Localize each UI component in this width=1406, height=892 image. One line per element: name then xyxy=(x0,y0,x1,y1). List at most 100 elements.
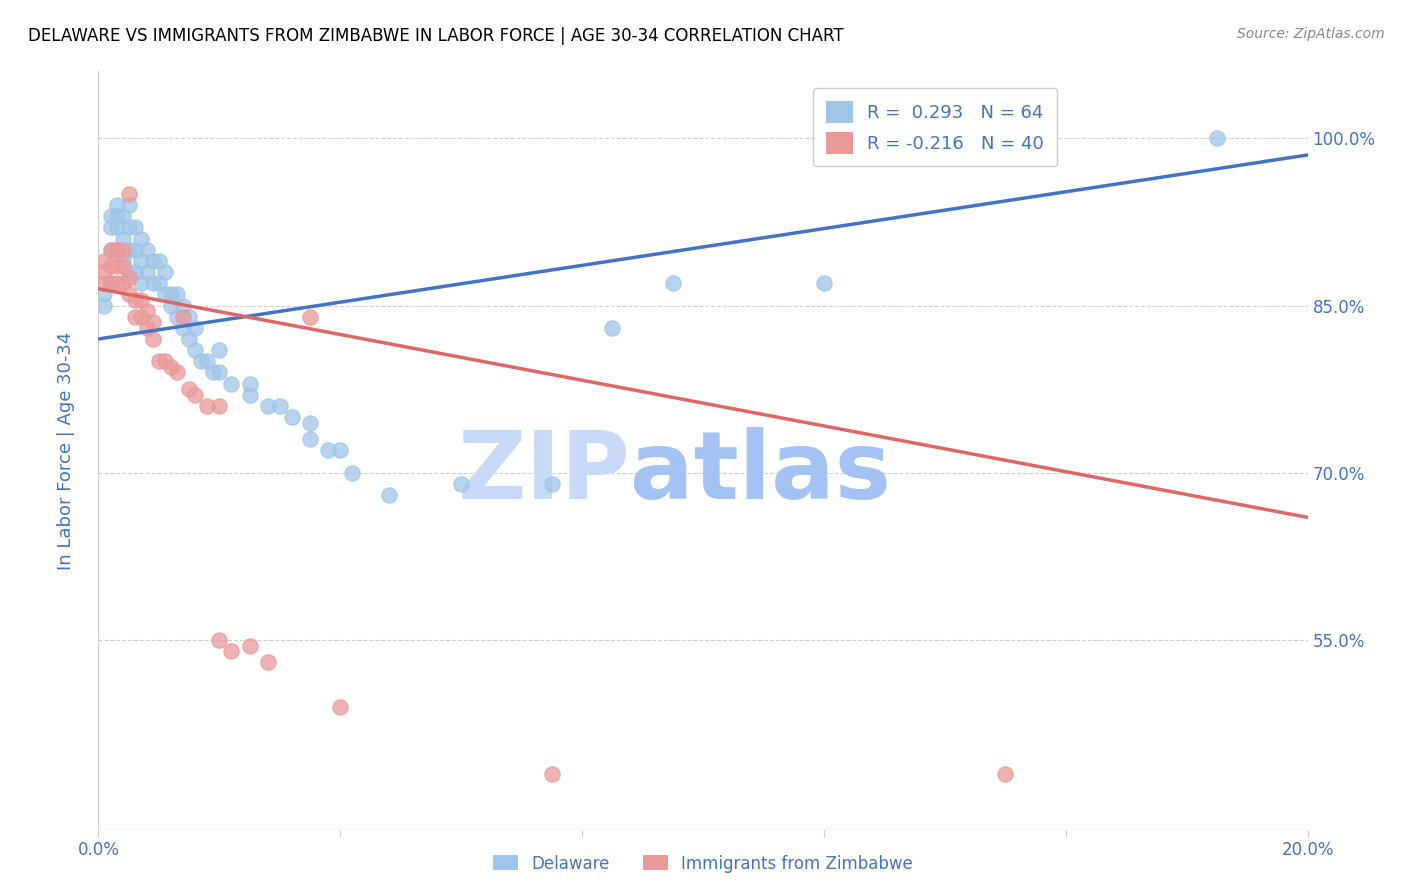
Point xyxy=(172,321,194,335)
Point xyxy=(118,243,141,257)
Legend: R =  0.293   N = 64, R = -0.216   N = 40: R = 0.293 N = 64, R = -0.216 N = 40 xyxy=(813,88,1057,166)
Point xyxy=(1206,131,1229,145)
Point xyxy=(602,321,624,335)
Point xyxy=(135,321,157,335)
Point xyxy=(142,315,165,329)
Point xyxy=(221,644,243,658)
Point xyxy=(148,277,170,291)
Point xyxy=(239,376,262,391)
Point xyxy=(118,270,141,285)
Point xyxy=(124,310,146,324)
Point xyxy=(93,277,115,291)
Point xyxy=(450,477,472,491)
Point xyxy=(256,655,278,669)
Point xyxy=(111,260,134,274)
Point xyxy=(124,243,146,257)
Text: Source: ZipAtlas.com: Source: ZipAtlas.com xyxy=(1237,27,1385,41)
Point xyxy=(129,232,152,246)
Point xyxy=(100,220,122,235)
Point xyxy=(342,466,364,480)
Point xyxy=(221,376,243,391)
Point xyxy=(93,287,115,301)
Point xyxy=(179,382,201,396)
Point xyxy=(166,366,188,380)
Point xyxy=(184,343,207,358)
Point xyxy=(142,254,165,268)
Point xyxy=(100,277,122,291)
Point xyxy=(111,210,134,224)
Point xyxy=(129,310,152,324)
Point xyxy=(118,198,141,212)
Point xyxy=(179,310,201,324)
Point xyxy=(299,416,322,430)
Point xyxy=(540,767,562,781)
Point xyxy=(105,243,128,257)
Point xyxy=(813,277,835,291)
Point xyxy=(148,254,170,268)
Point xyxy=(129,293,152,307)
Point xyxy=(184,321,207,335)
Point xyxy=(994,767,1017,781)
Point xyxy=(105,210,128,224)
Point xyxy=(377,488,399,502)
Point xyxy=(208,366,231,380)
Point xyxy=(661,277,683,291)
Point xyxy=(124,293,146,307)
Point xyxy=(142,277,165,291)
Point xyxy=(299,433,322,447)
Point xyxy=(142,332,165,346)
Point xyxy=(118,265,141,279)
Point xyxy=(111,232,134,246)
Point xyxy=(105,243,128,257)
Point xyxy=(148,354,170,368)
Point xyxy=(256,399,278,413)
Point xyxy=(160,299,183,313)
Point xyxy=(184,387,207,401)
Point xyxy=(239,639,262,653)
Text: DELAWARE VS IMMIGRANTS FROM ZIMBABWE IN LABOR FORCE | AGE 30-34 CORRELATION CHAR: DELAWARE VS IMMIGRANTS FROM ZIMBABWE IN … xyxy=(28,27,844,45)
Point xyxy=(153,354,176,368)
Text: ZIP: ZIP xyxy=(457,427,630,519)
Point xyxy=(239,387,262,401)
Point xyxy=(100,243,122,257)
Point xyxy=(179,332,201,346)
Point xyxy=(111,254,134,268)
Point xyxy=(195,354,218,368)
Point xyxy=(135,304,157,318)
Point xyxy=(208,633,231,648)
Point xyxy=(540,477,562,491)
Point xyxy=(100,277,122,291)
Point xyxy=(153,287,176,301)
Point xyxy=(105,260,128,274)
Point xyxy=(195,399,218,413)
Point xyxy=(172,310,194,324)
Point xyxy=(129,254,152,268)
Point xyxy=(93,254,115,268)
Point xyxy=(105,220,128,235)
Point xyxy=(172,299,194,313)
Point xyxy=(160,359,183,374)
Point xyxy=(100,260,122,274)
Point xyxy=(190,354,212,368)
Point xyxy=(166,287,188,301)
Point xyxy=(111,277,134,291)
Point xyxy=(135,265,157,279)
Point xyxy=(118,287,141,301)
Point xyxy=(129,277,152,291)
Point xyxy=(329,443,352,458)
Point xyxy=(100,243,122,257)
Legend: Delaware, Immigrants from Zimbabwe: Delaware, Immigrants from Zimbabwe xyxy=(486,848,920,880)
Point xyxy=(100,210,122,224)
Point xyxy=(111,243,134,257)
Point xyxy=(281,410,304,425)
Point xyxy=(316,443,339,458)
Point xyxy=(135,243,157,257)
Point xyxy=(93,299,115,313)
Point xyxy=(105,198,128,212)
Point xyxy=(208,343,231,358)
Point xyxy=(329,700,352,714)
Point xyxy=(93,265,115,279)
Point xyxy=(299,310,322,324)
Point xyxy=(124,220,146,235)
Point xyxy=(202,366,225,380)
